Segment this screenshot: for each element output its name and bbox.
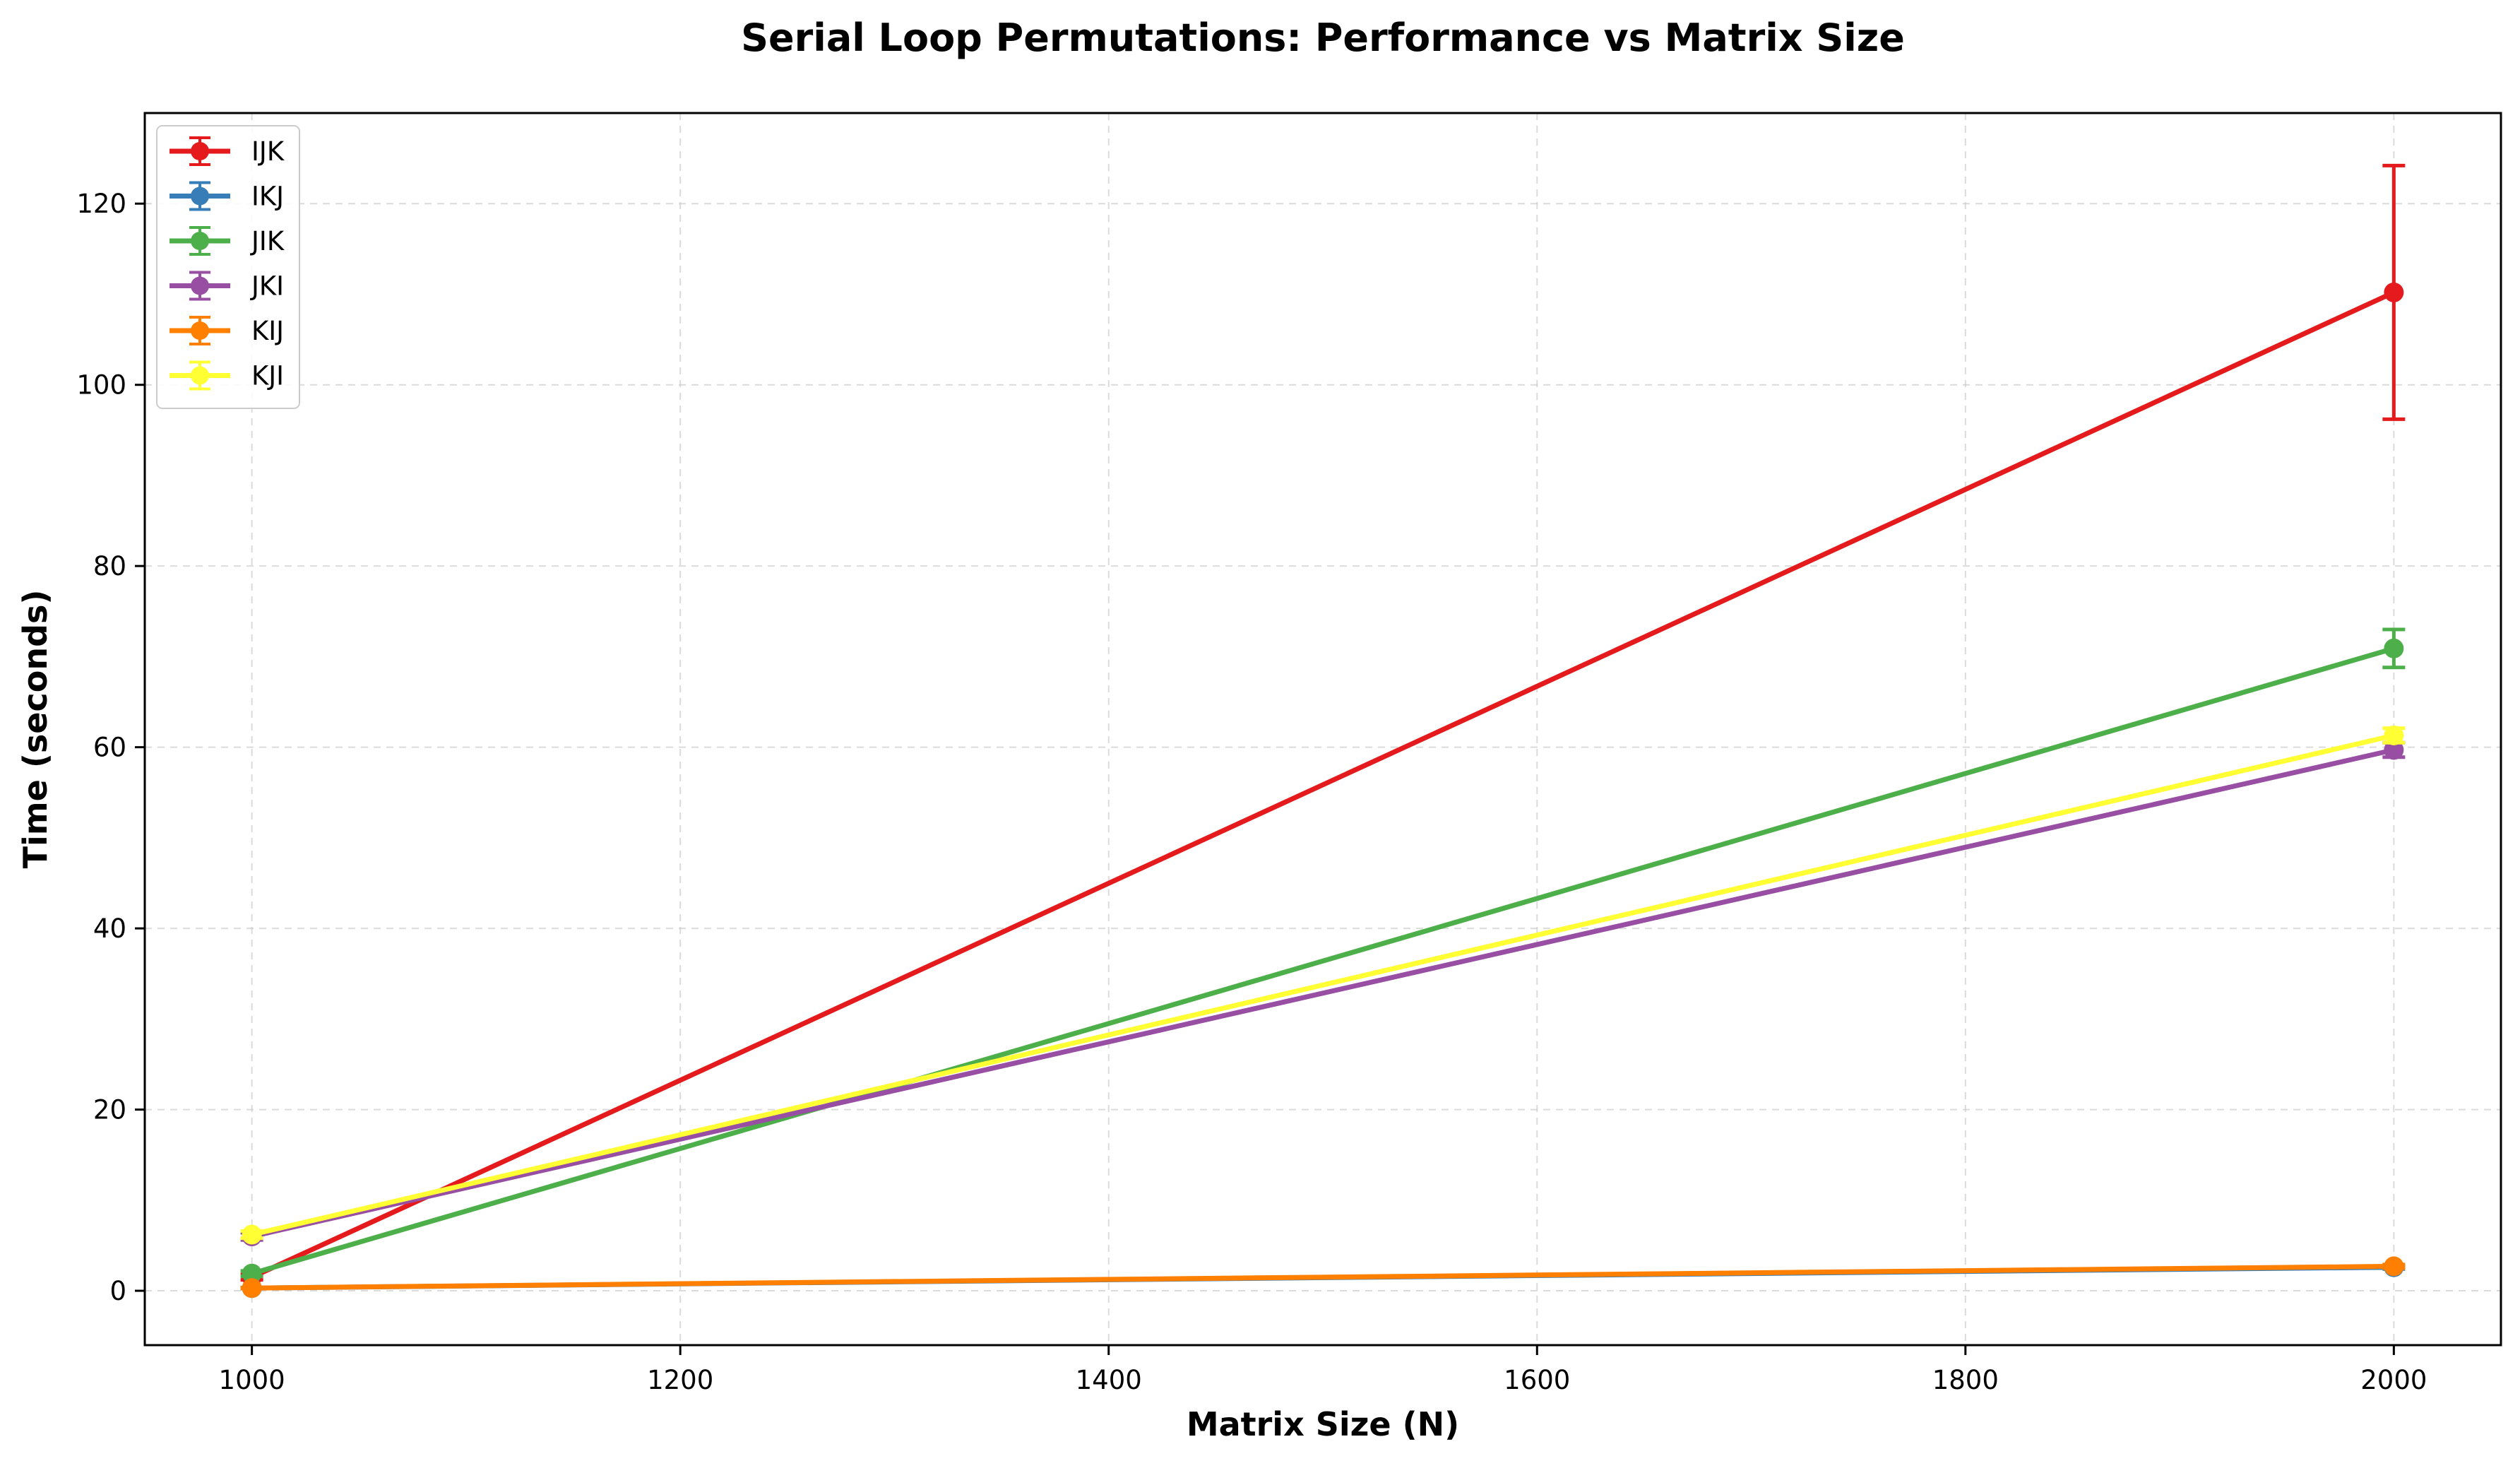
x-tick-label: 1000: [219, 1365, 285, 1395]
data-point: [2384, 282, 2404, 302]
legend-entry: KIJ: [170, 316, 284, 346]
y-tick-label: 0: [109, 1276, 126, 1306]
legend-label: IKJ: [251, 182, 284, 212]
legend-label: JKI: [250, 271, 284, 302]
legend-marker: [191, 142, 209, 160]
legend-entry: IJK: [170, 136, 285, 167]
series-layer: [240, 163, 2406, 1299]
series-line: [251, 1263, 2394, 1291]
data-point: [242, 1224, 262, 1245]
legend-label: JIK: [250, 226, 285, 256]
data-point: [2384, 638, 2404, 658]
legend-marker: [191, 366, 209, 385]
series-kij: [240, 1256, 2406, 1299]
series-jik: [240, 627, 2406, 1284]
y-tick-label: 60: [93, 733, 126, 763]
data-point: [2384, 1256, 2404, 1277]
x-axis-ticks: 1000 1200 1400 1600 1800 2000: [219, 1345, 2427, 1395]
legend-entry: JIK: [170, 226, 285, 256]
series-line: [251, 646, 2395, 1277]
data-point: [2384, 725, 2404, 745]
x-tick-label: 1600: [1504, 1365, 1570, 1395]
legend-label: IJK: [251, 136, 285, 167]
x-tick-label: 1200: [647, 1365, 713, 1395]
y-tick-label: 20: [93, 1095, 126, 1125]
x-tick-label: 1800: [1932, 1365, 1999, 1395]
legend-marker: [191, 232, 209, 250]
legend-marker: [191, 276, 209, 295]
data-point: [2384, 740, 2404, 760]
x-tick-label: 2000: [2360, 1365, 2427, 1395]
y-axis-ticks: 0 20 40 60 80 100 120: [76, 189, 145, 1306]
legend-marker: [191, 187, 209, 206]
y-tick-label: 80: [93, 551, 126, 581]
legend: IJK IKJ JIK JKI KIJ KJI: [156, 125, 300, 409]
legend-label: KJI: [251, 361, 284, 391]
series-line: [251, 747, 2395, 1239]
y-axis-label: Time (seconds): [16, 590, 54, 869]
legend-marker: [191, 321, 209, 340]
legend-entry: JKI: [170, 271, 284, 302]
legend-entry: KJI: [170, 360, 284, 391]
y-tick-label: 40: [93, 913, 126, 944]
legend-entry: IKJ: [170, 181, 284, 212]
grid: [145, 113, 2501, 1345]
series-kji: [240, 725, 2406, 1245]
y-tick-label: 100: [76, 370, 126, 401]
plot-frame: [143, 112, 2502, 1347]
y-tick-label: 120: [76, 189, 126, 219]
legend-label: KIJ: [251, 316, 284, 346]
series-line: [251, 733, 2395, 1237]
data-point: [242, 1278, 262, 1299]
series-line: [251, 290, 2395, 1280]
data-point: [242, 1263, 262, 1284]
x-tick-label: 1400: [1076, 1365, 1142, 1395]
x-axis-label: Matrix Size (N): [1187, 1405, 1459, 1443]
chart-title: Serial Loop Permutations: Performance vs…: [741, 16, 1905, 60]
